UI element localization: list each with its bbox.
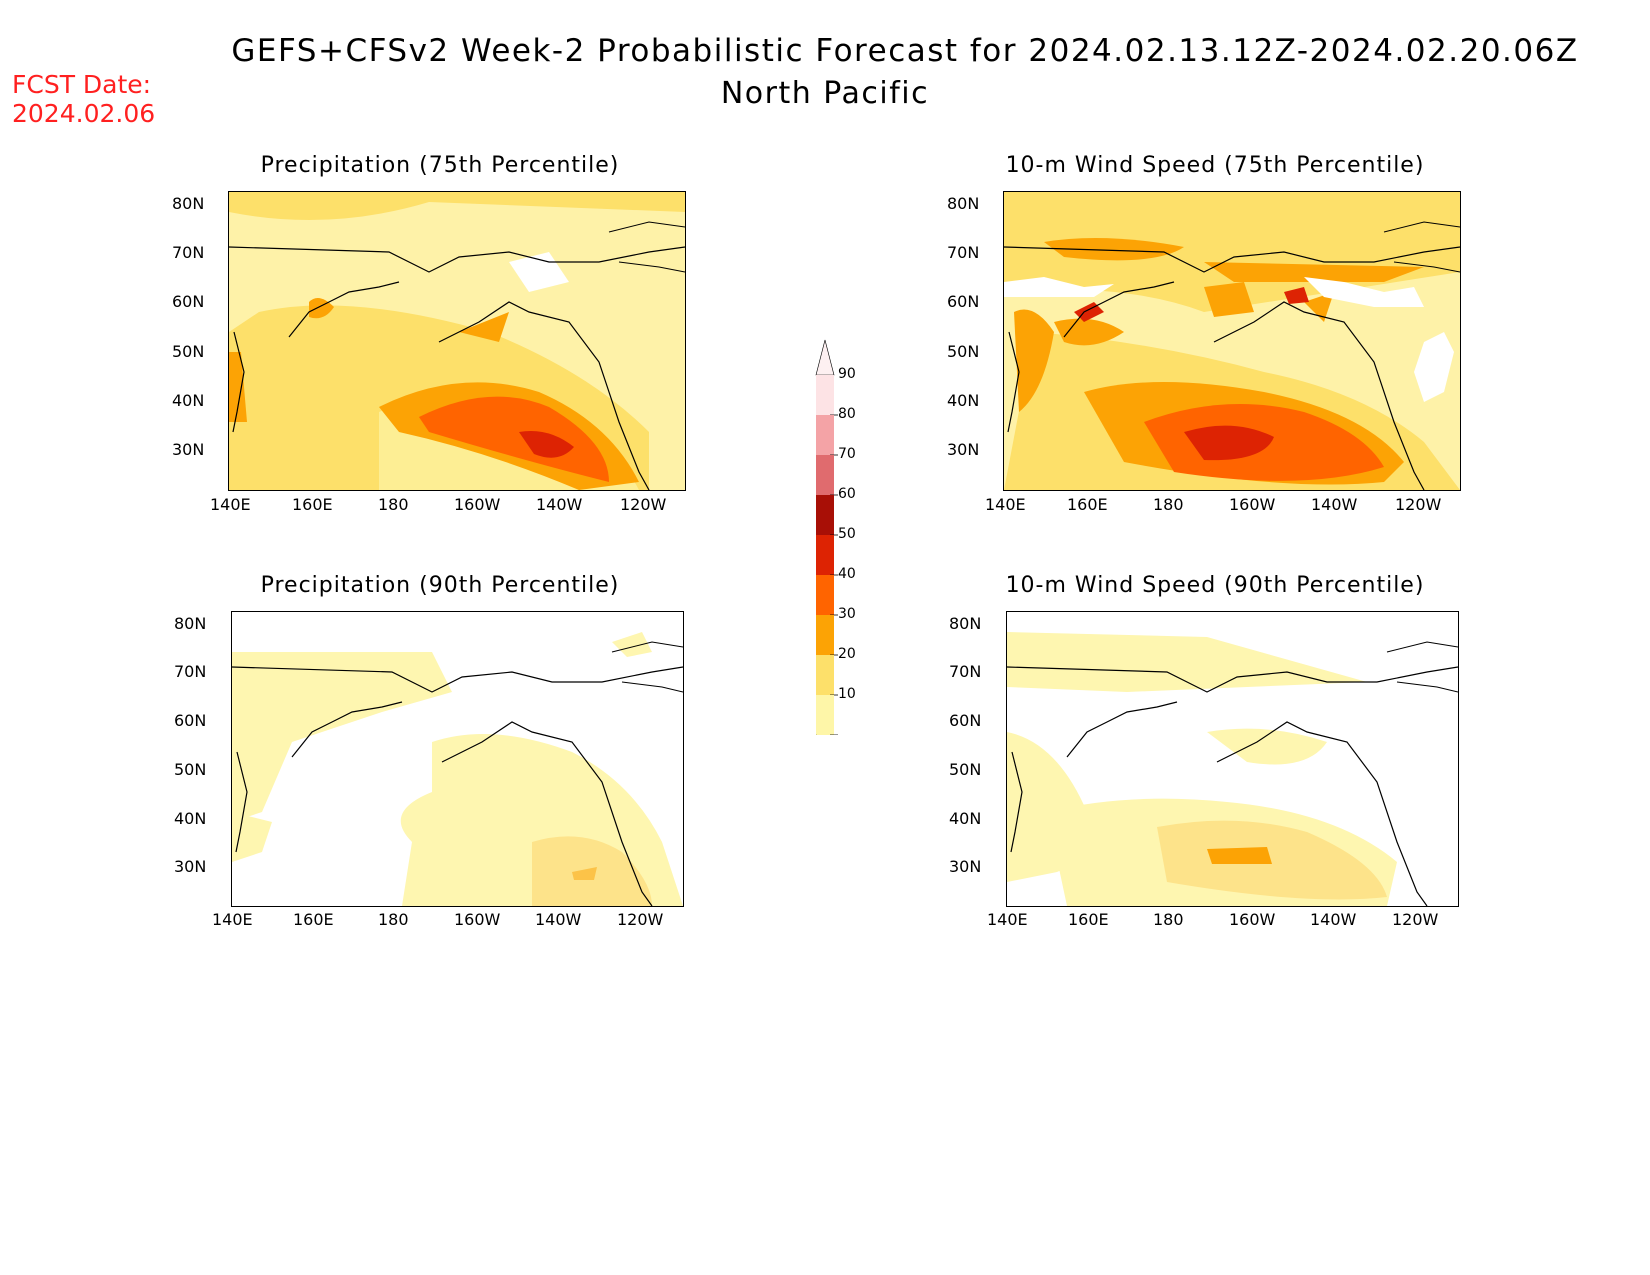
x-tick-label: 160W xyxy=(1229,910,1276,929)
y-tick-label: 60N xyxy=(172,292,205,311)
y-tick-label: 30N xyxy=(947,440,980,459)
panel-precip-75: Precipitation (75th Percentile) 80N 70N … xyxy=(172,150,700,520)
y-tick-label: 30N xyxy=(174,857,207,876)
y-tick-label: 80N xyxy=(949,614,982,633)
map-precip-75 xyxy=(228,191,686,491)
y-tick-label: 80N xyxy=(174,614,207,633)
y-tick-label: 70N xyxy=(947,243,980,262)
y-tick-label: 40N xyxy=(174,809,207,828)
x-tick-label: 180 xyxy=(378,910,409,929)
panel-precip-90: Precipitation (90th Percentile) 80N 70N … xyxy=(174,570,700,940)
y-tick-label: 60N xyxy=(947,292,980,311)
map-wind-90 xyxy=(1006,611,1459,907)
x-tick-label: 160E xyxy=(1068,910,1109,929)
y-tick-label: 40N xyxy=(949,809,982,828)
y-tick-label: 50N xyxy=(172,342,205,361)
x-tick-label: 120W xyxy=(617,910,664,929)
colorbar-label: 30 xyxy=(838,606,856,622)
colorbar-swatch xyxy=(816,575,834,615)
x-tick-label: 140W xyxy=(535,910,582,929)
x-tick-label: 160E xyxy=(293,910,334,929)
y-tick-label: 60N xyxy=(174,711,207,730)
x-tick-label: 160E xyxy=(292,495,333,514)
y-tick-label: 50N xyxy=(947,342,980,361)
fcst-date-label: FCST Date: xyxy=(12,70,152,99)
y-tick-label: 40N xyxy=(947,391,980,410)
colorbar-swatch xyxy=(816,695,834,735)
panel-title: 10-m Wind Speed (75th Percentile) xyxy=(1005,153,1425,178)
colorbar-cap-top xyxy=(815,339,835,376)
y-tick-label: 70N xyxy=(174,662,207,681)
panel-title: Precipitation (75th Percentile) xyxy=(260,153,620,178)
main-title: GEFS+CFSv2 Week-2 Probabilistic Forecast… xyxy=(231,33,1579,69)
x-tick-label: 180 xyxy=(1153,910,1184,929)
x-tick-label: 140E xyxy=(987,910,1028,929)
y-tick-label: 50N xyxy=(174,760,207,779)
x-tick-label: 160W xyxy=(454,910,501,929)
colorbar-label: 10 xyxy=(838,686,856,702)
colorbar-swatch xyxy=(816,415,834,455)
colorbar-swatch xyxy=(816,615,834,655)
y-tick-label: 80N xyxy=(172,194,205,213)
colorbar-swatch xyxy=(816,535,834,575)
x-tick-label: 160W xyxy=(454,495,501,514)
x-tick-label: 140W xyxy=(536,495,583,514)
colorbar-swatches xyxy=(815,339,838,741)
x-tick-label: 120W xyxy=(1395,495,1442,514)
colorbar: 90 80 70 60 50 40 30 20 10 xyxy=(808,335,868,741)
y-tick-label: 50N xyxy=(949,760,982,779)
x-tick-label: 140E xyxy=(212,910,253,929)
colorbar-swatch xyxy=(816,455,834,495)
map-wind-75 xyxy=(1003,191,1461,491)
x-tick-label: 180 xyxy=(1153,495,1184,514)
colorbar-swatch xyxy=(816,495,834,535)
colorbar-label: 80 xyxy=(838,406,856,422)
colorbar-label: 50 xyxy=(838,526,856,542)
x-tick-label: 160E xyxy=(1067,495,1108,514)
y-tick-label: 30N xyxy=(949,857,982,876)
panel-wind-75: 10-m Wind Speed (75th Percentile) xyxy=(947,150,1475,520)
y-tick-label: 70N xyxy=(949,662,982,681)
fcst-date-value: 2024.02.06 xyxy=(12,99,156,128)
colorbar-label: 70 xyxy=(838,446,856,462)
x-tick-label: 140E xyxy=(985,495,1026,514)
panel-wind-90: 10-m Wind Speed (90th Percentile) 80N 70… xyxy=(949,570,1475,940)
x-tick-label: 140W xyxy=(1310,910,1357,929)
map-precip-90 xyxy=(231,611,684,907)
y-tick-label: 60N xyxy=(949,711,982,730)
region-subtitle: North Pacific xyxy=(720,76,930,111)
colorbar-label: 20 xyxy=(838,646,856,662)
panel-title: 10-m Wind Speed (90th Percentile) xyxy=(1005,573,1425,598)
x-tick-label: 140W xyxy=(1311,495,1358,514)
x-tick-label: 140E xyxy=(210,495,251,514)
x-tick-label: 120W xyxy=(620,495,667,514)
colorbar-label: 40 xyxy=(838,566,856,582)
y-tick-label: 80N xyxy=(947,194,980,213)
y-tick-label: 70N xyxy=(172,243,205,262)
colorbar-swatch xyxy=(816,375,834,415)
colorbar-label: 90 xyxy=(838,366,856,382)
panel-title: Precipitation (90th Percentile) xyxy=(260,573,620,598)
colorbar-label: 60 xyxy=(838,486,856,502)
x-tick-label: 120W xyxy=(1392,910,1439,929)
x-tick-label: 180 xyxy=(378,495,409,514)
y-tick-label: 30N xyxy=(172,440,205,459)
y-tick-label: 40N xyxy=(172,391,205,410)
x-tick-label: 160W xyxy=(1229,495,1276,514)
colorbar-swatch xyxy=(816,655,834,695)
